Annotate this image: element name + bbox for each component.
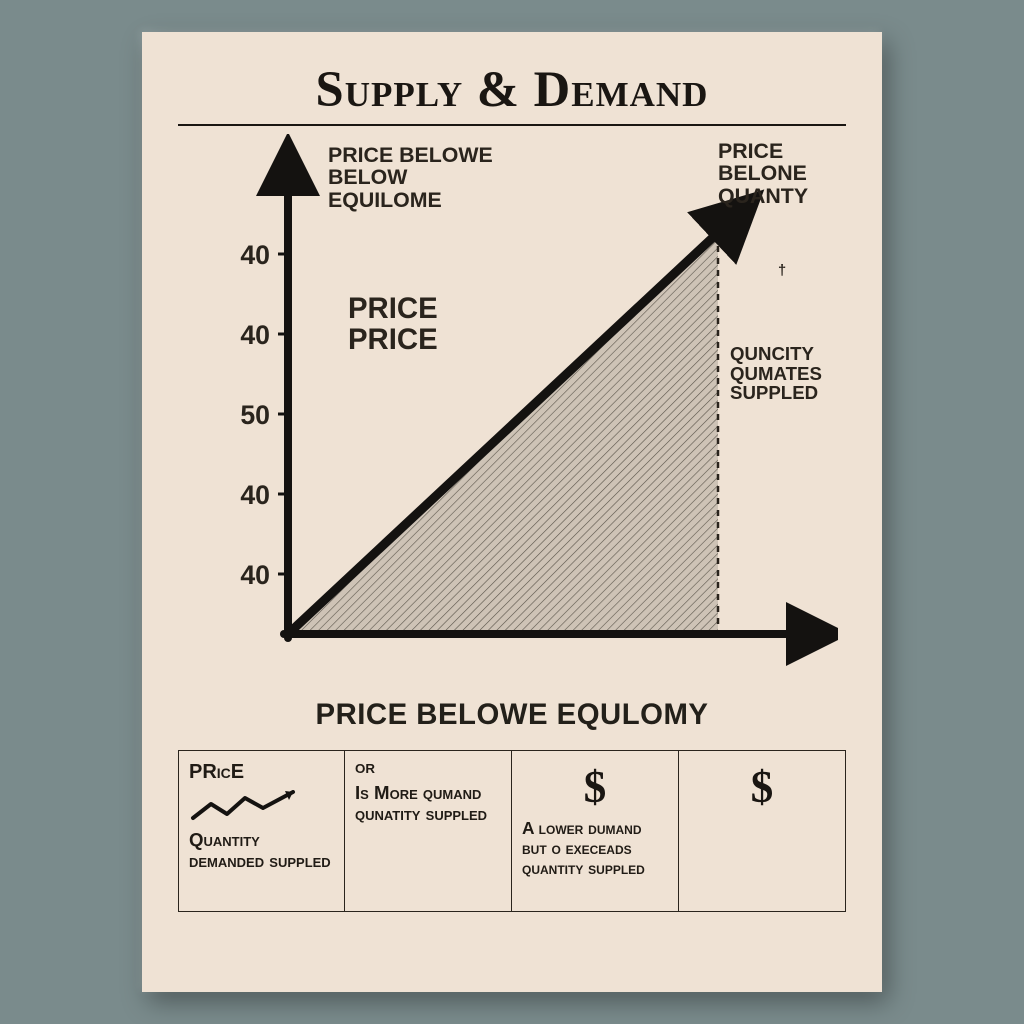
chart-svg (178, 134, 838, 674)
page-title: Supply & Demand (178, 60, 846, 126)
annotation-right-mid: QUNCITYQUMATESSUPPLED (730, 344, 822, 403)
y-tick-label: 40 (178, 240, 270, 271)
info-box-head: PRıcE (189, 761, 334, 784)
y-tick-label: 40 (178, 320, 270, 351)
zigzag-icon (189, 790, 299, 824)
annotation-mid-left: PRICEPRICE (348, 294, 438, 356)
annotation-top-right: PRICEBELONEQUANTY (718, 140, 808, 207)
y-tick-label: 50 (178, 400, 270, 431)
info-box-1: PRıcE Quantity demanded suppled (178, 751, 345, 911)
info-box-head: $ (689, 761, 835, 813)
info-box-head: OR (355, 761, 501, 776)
info-box-body: Quantity demanded suppled (189, 829, 334, 872)
info-box-4: $ (679, 751, 846, 911)
annotation-right-mark: † (778, 264, 786, 279)
y-tick-label: 40 (178, 560, 270, 591)
info-box-head: $ (522, 761, 668, 813)
info-boxes: PRıcE Quantity demanded suppled OR Is More … (178, 750, 846, 912)
info-box-2: OR Is More qumand qunatity suppled (345, 751, 512, 911)
y-tick-label: 40 (178, 480, 270, 511)
info-box-body: A lower dumand but o execeads quantity s… (522, 819, 668, 879)
supply-demand-chart: 40 40 50 40 40 PRICE BELOWEBELOWEQUILOME PRI… (178, 134, 846, 694)
info-box-3: $ A lower dumand but o execeads quantity … (512, 751, 679, 911)
x-axis-label: PRICE BELOWE EQULOMY (178, 698, 846, 732)
annotation-top-left: PRICE BELOWEBELOWEQUILOME (328, 144, 493, 211)
poster-card: Supply & Demand 40 40 50 40 40 PRICE BELOWEB… (142, 32, 882, 992)
info-box-body: Is More qumand qunatity suppled (355, 782, 501, 825)
